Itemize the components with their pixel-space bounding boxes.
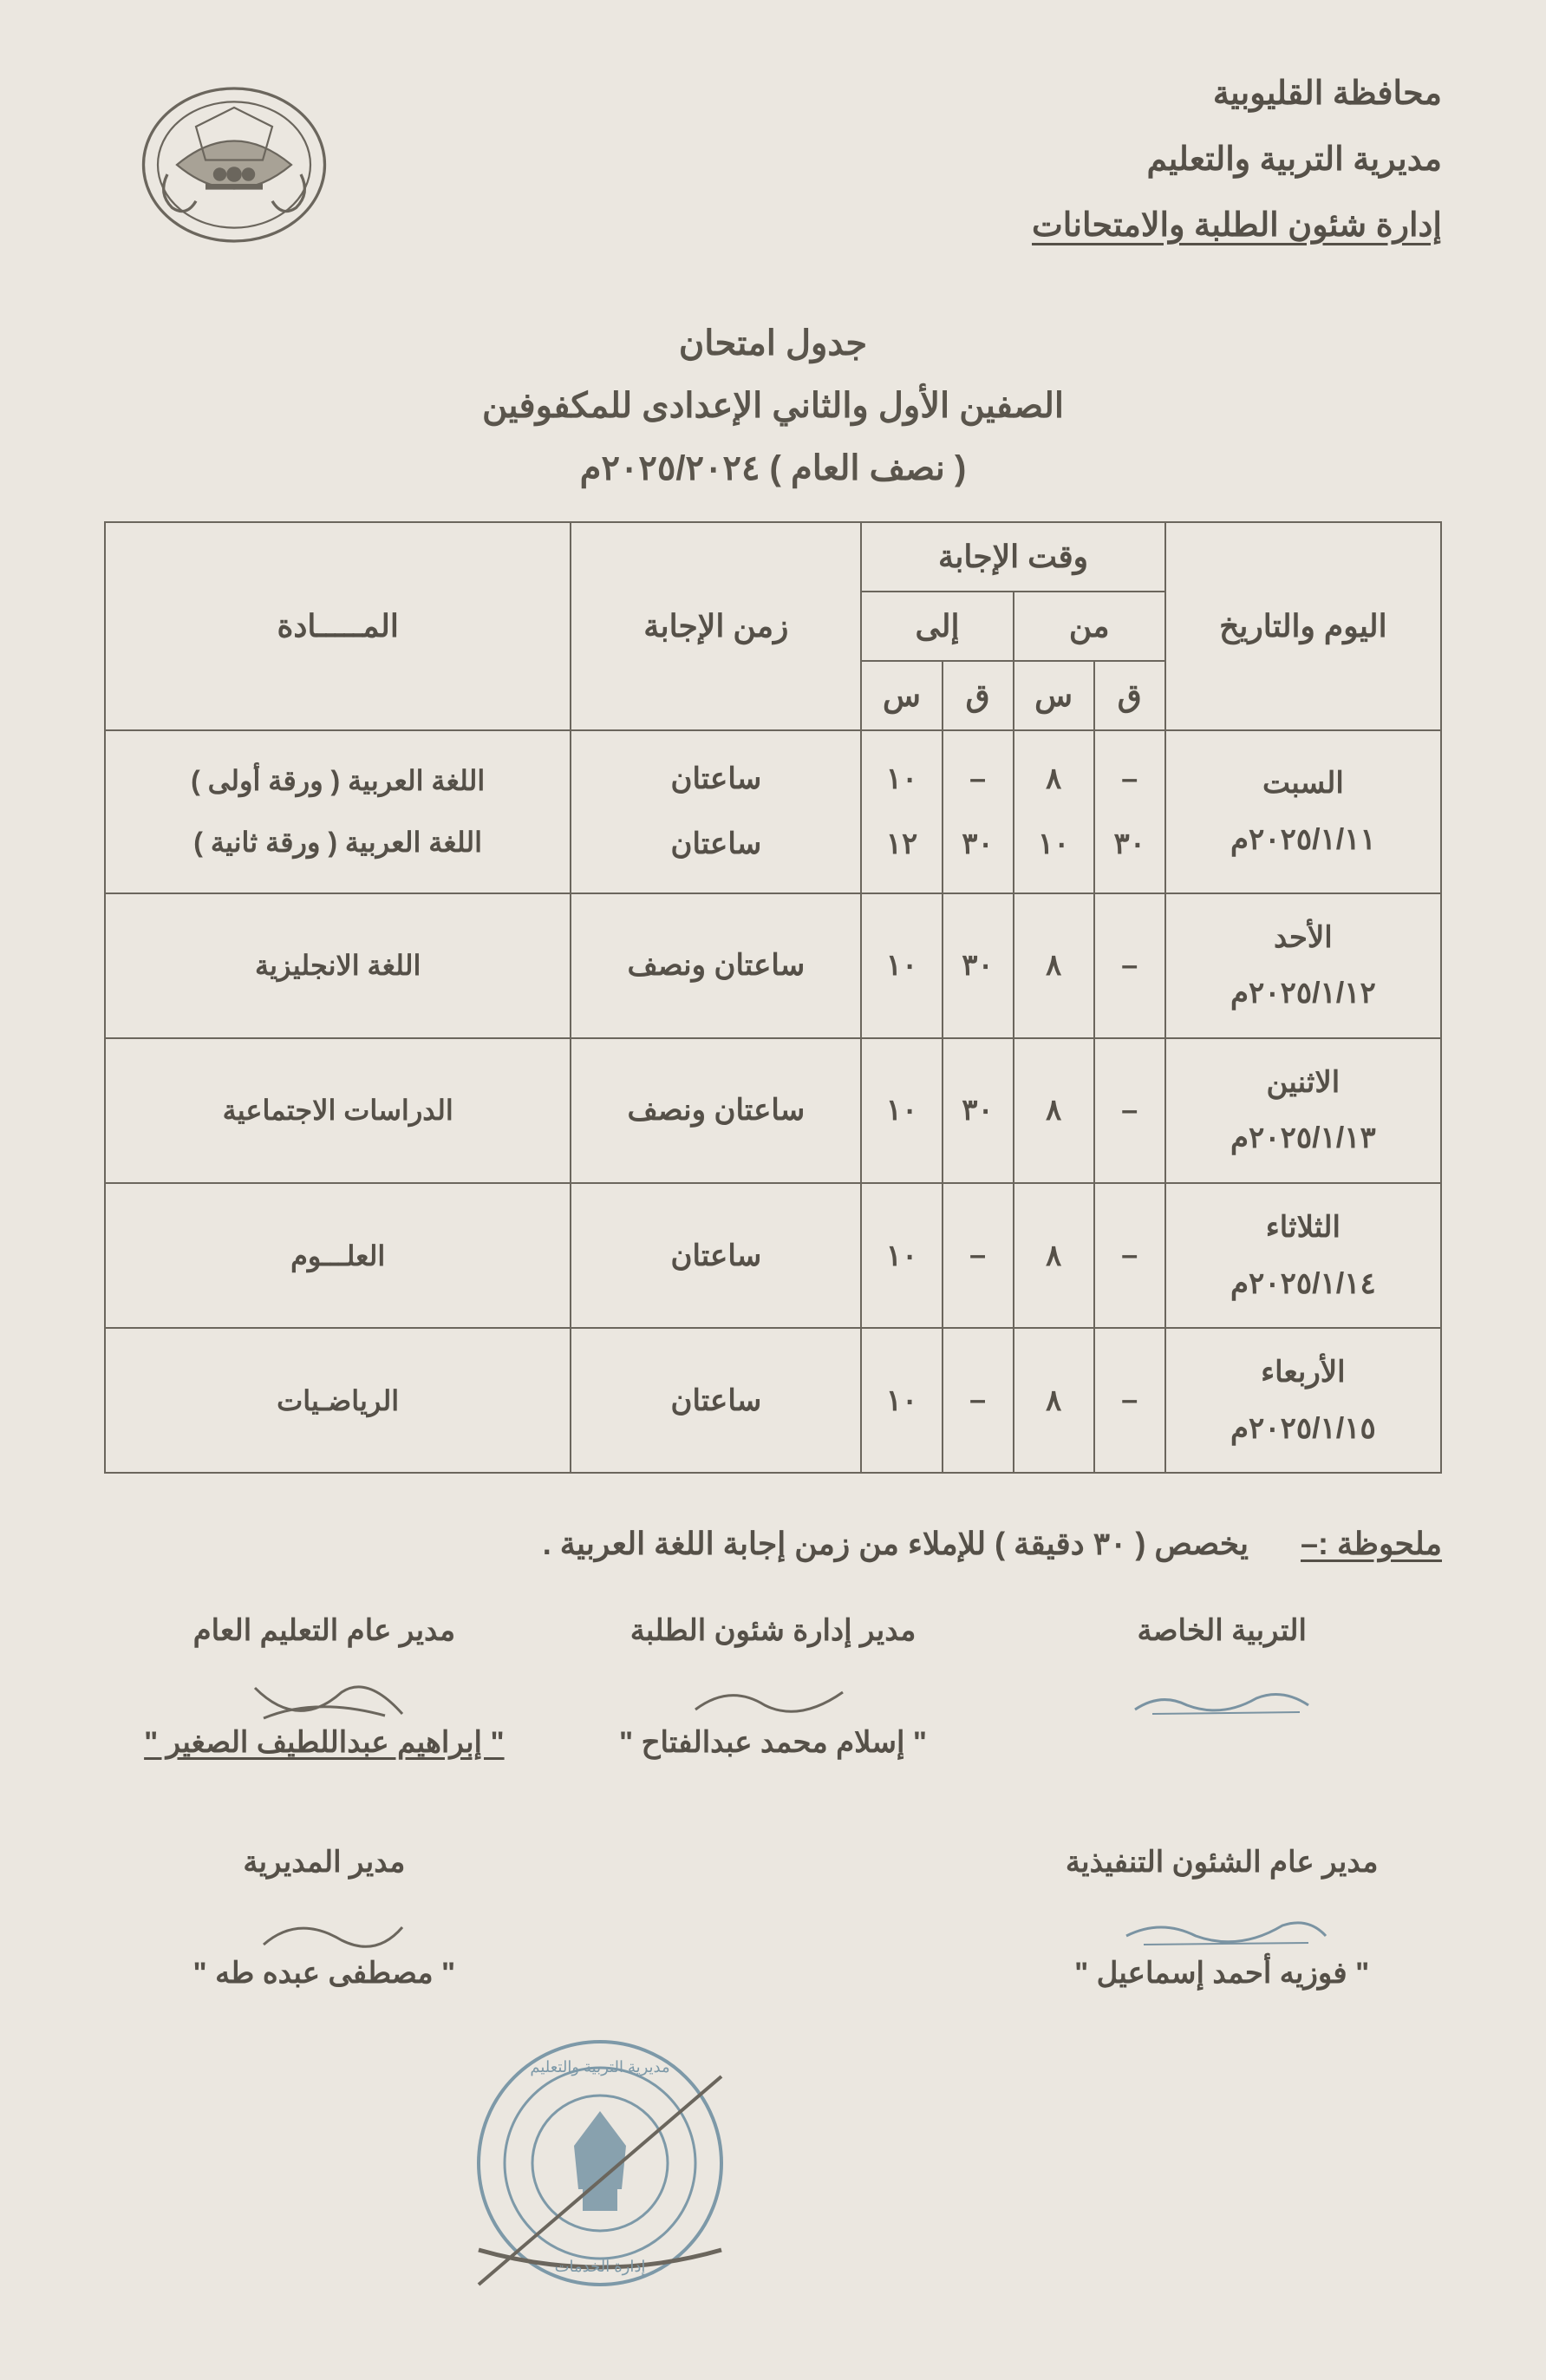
sig-student-affairs-manager: مدير إدارة شئون الطلبة " إسلام محمد عبدا… bbox=[553, 1588, 994, 1784]
cell-subject: اللغة الانجليزية bbox=[105, 893, 571, 1038]
th-subject: المـــــادة bbox=[105, 522, 571, 730]
cell-from-q: – ٣٠ bbox=[1094, 730, 1165, 893]
signature-scribble-icon bbox=[1001, 1896, 1442, 1939]
cell-day-date: الأربعاء ٢٠٢٥/١/١٥م bbox=[1165, 1328, 1441, 1473]
stamp-column bbox=[553, 1820, 994, 2016]
cell-from-s: ٨ ١٠ bbox=[1014, 730, 1094, 893]
governorate-line: محافظة القليوبية bbox=[1032, 61, 1442, 127]
title-block: جدول امتحان الصفين الأول والثاني الإعداد… bbox=[104, 312, 1442, 500]
cell-day-date: الثلاثاء ٢٠٢٥/١/١٤م bbox=[1165, 1183, 1441, 1328]
th-answer-time: وقت الإجابة bbox=[861, 522, 1164, 592]
cell-duration: ساعتان ساعتان bbox=[571, 730, 861, 893]
cell-to-s: ١٠ bbox=[861, 1328, 942, 1473]
document-header: محافظة القليوبية مديرية التربية والتعليم… bbox=[104, 61, 1442, 260]
cell-duration: ساعتان ونصف bbox=[571, 893, 861, 1038]
signature-scribble-icon bbox=[1001, 1665, 1442, 1709]
cell-subject: اللغة العربية ( ورقة أولى ) اللغة العربي… bbox=[105, 730, 571, 893]
day-name: السبت bbox=[1262, 767, 1344, 800]
th-from-s: س bbox=[1014, 661, 1094, 730]
sig-title: التربية الخاصة bbox=[1001, 1597, 1442, 1664]
sig-title: مدير المديرية bbox=[104, 1828, 545, 1896]
schedule-body: السبت ٢٠٢٥/١/١١م – ٣٠ ٨ ١٠ – ٣٠ ١٠ ١٢ bbox=[105, 730, 1441, 1473]
cell-to-q: – ٣٠ bbox=[943, 730, 1014, 893]
title-line-3: ( نصف العام ) ٢٠٢٥/٢٠٢٤م bbox=[104, 437, 1442, 500]
cell-from-q: – bbox=[1094, 1038, 1165, 1183]
cell-day-date: السبت ٢٠٢٥/١/١١م bbox=[1165, 730, 1441, 893]
signatures-row-1: التربية الخاصة مدير إدارة شئون الطلبة " … bbox=[104, 1588, 1442, 1784]
table-row: الأربعاء ٢٠٢٥/١/١٥م – ٨ – ١٠ ساعتان الري… bbox=[105, 1328, 1441, 1473]
th-from: من bbox=[1014, 592, 1165, 661]
cell-to-s: ١٠ bbox=[861, 1038, 942, 1183]
cell-from-q: – bbox=[1094, 1183, 1165, 1328]
cell-day-date: الاثنين ٢٠٢٥/١/١٣م bbox=[1165, 1038, 1441, 1183]
official-stamp-icon: مديرية التربية والتعليم إدارة الخدمات bbox=[470, 2033, 730, 2293]
table-row: الاثنين ٢٠٢٥/١/١٣م – ٨ ٣٠ ١٠ ساعتان ونصف… bbox=[105, 1038, 1441, 1183]
svg-text:إدارة الخدمات: إدارة الخدمات bbox=[554, 2258, 645, 2276]
table-row: السبت ٢٠٢٥/١/١١م – ٣٠ ٨ ١٠ – ٣٠ ١٠ ١٢ bbox=[105, 730, 1441, 893]
stamp-area: مديرية التربية والتعليم إدارة الخدمات bbox=[104, 2033, 1442, 2293]
sig-executive-affairs-manager: مدير عام الشئون التنفيذية " فوزيه أحمد إ… bbox=[1001, 1820, 1442, 2016]
note-label: ملحوظة :– bbox=[1301, 1526, 1442, 1561]
sig-name: " مصطفى عبده طه " bbox=[104, 1939, 545, 2007]
cell-subject: الدراسات الاجتماعية bbox=[105, 1038, 571, 1183]
sig-title: مدير إدارة شئون الطلبة bbox=[553, 1597, 994, 1664]
cell-from-s: ٨ bbox=[1014, 1328, 1094, 1473]
cell-duration: ساعتان ونصف bbox=[571, 1038, 861, 1183]
cell-to-s: ١٠ bbox=[861, 1183, 942, 1328]
cell-from-q: – bbox=[1094, 893, 1165, 1038]
note-text: يخصص ( ٣٠ دقيقة ) للإملاء من زمن إجابة ا… bbox=[543, 1526, 1249, 1561]
signatures-row-2: مدير عام الشئون التنفيذية " فوزيه أحمد إ… bbox=[104, 1820, 1442, 2016]
cell-subject: الرياضـيات bbox=[105, 1328, 571, 1473]
cell-from-s: ٨ bbox=[1014, 1038, 1094, 1183]
sig-title: مدير عام التعليم العام bbox=[104, 1597, 545, 1664]
table-row: الثلاثاء ٢٠٢٥/١/١٤م – ٨ – ١٠ ساعتان العل… bbox=[105, 1183, 1441, 1328]
title-line-1: جدول امتحان bbox=[104, 312, 1442, 375]
sig-name: " إسلام محمد عبدالفتاح " bbox=[553, 1709, 994, 1776]
ministry-logo-icon bbox=[139, 69, 329, 260]
sig-name: " إبراهيم عبداللطيف الصغير " bbox=[104, 1709, 545, 1776]
cell-subject: العلـــوم bbox=[105, 1183, 571, 1328]
signature-scribble-icon bbox=[104, 1665, 545, 1709]
title-line-2: الصفين الأول والثاني الإعدادى للمكفوفين bbox=[104, 375, 1442, 437]
svg-text:مديرية التربية والتعليم: مديرية التربية والتعليم bbox=[530, 2058, 669, 2076]
cell-from-s: ٨ bbox=[1014, 893, 1094, 1038]
th-to: إلى bbox=[861, 592, 1013, 661]
signature-scribble-icon bbox=[553, 1665, 994, 1709]
exam-schedule-table: اليوم والتاريخ وقت الإجابة زمن الإجابة ا… bbox=[104, 521, 1442, 1474]
cell-to-q: ٣٠ bbox=[943, 893, 1014, 1038]
cell-day-date: الأحد ٢٠٢٥/١/١٢م bbox=[1165, 893, 1441, 1038]
cell-to-s: ١٠ ١٢ bbox=[861, 730, 942, 893]
header-text-block: محافظة القليوبية مديرية التربية والتعليم… bbox=[1032, 61, 1442, 258]
sig-general-education-manager: مدير عام التعليم العام " إبراهيم عبداللط… bbox=[104, 1588, 545, 1784]
sig-name: " فوزيه أحمد إسماعيل " bbox=[1001, 1939, 1442, 2007]
cell-to-q: – bbox=[943, 1328, 1014, 1473]
sig-special-education: التربية الخاصة bbox=[1001, 1588, 1442, 1784]
cell-from-q: – bbox=[1094, 1328, 1165, 1473]
document-page: محافظة القليوبية مديرية التربية والتعليم… bbox=[0, 0, 1546, 2380]
table-row: الأحد ٢٠٢٥/١/١٢م – ٨ ٣٠ ١٠ ساعتان ونصف ا… bbox=[105, 893, 1441, 1038]
sig-directorate-manager: مدير المديرية " مصطفى عبده طه " bbox=[104, 1820, 545, 2016]
th-from-q: ق bbox=[1094, 661, 1165, 730]
cell-to-q: ٣٠ bbox=[943, 1038, 1014, 1183]
th-to-q: ق bbox=[943, 661, 1014, 730]
department-line: إدارة شئون الطلبة والامتحانات bbox=[1032, 193, 1442, 258]
th-day-date: اليوم والتاريخ bbox=[1165, 522, 1441, 730]
cell-duration: ساعتان bbox=[571, 1183, 861, 1328]
th-to-s: س bbox=[861, 661, 942, 730]
th-duration: زمن الإجابة bbox=[571, 522, 861, 730]
note-block: ملحوظة :– يخصص ( ٣٠ دقيقة ) للإملاء من ز… bbox=[104, 1526, 1442, 1562]
sig-title: مدير عام الشئون التنفيذية bbox=[1001, 1828, 1442, 1896]
cell-to-q: – bbox=[943, 1183, 1014, 1328]
date-value: ٢٠٢٥/١/١١م bbox=[1230, 823, 1376, 856]
cell-to-s: ١٠ bbox=[861, 893, 942, 1038]
cell-from-s: ٨ bbox=[1014, 1183, 1094, 1328]
cell-duration: ساعتان bbox=[571, 1328, 861, 1473]
directorate-line: مديرية التربية والتعليم bbox=[1032, 127, 1442, 193]
signature-scribble-icon bbox=[104, 1896, 545, 1939]
